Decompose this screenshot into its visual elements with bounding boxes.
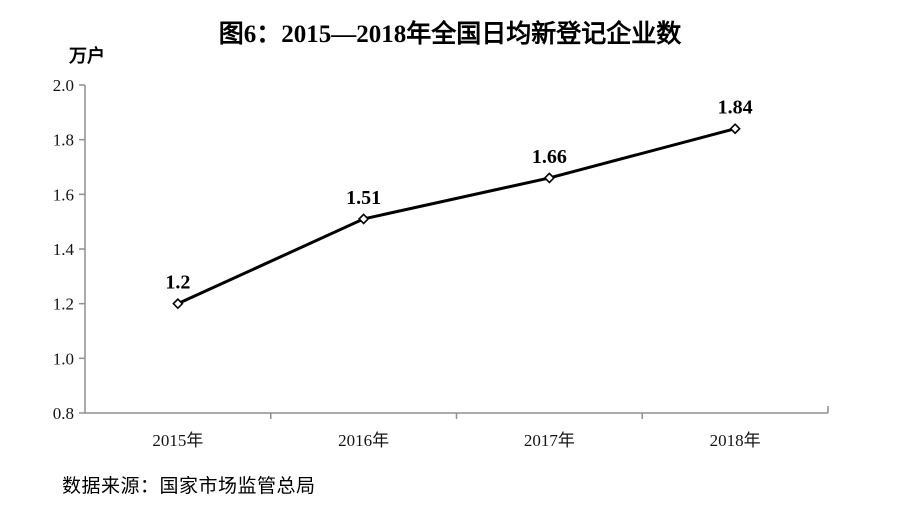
y-tick-label: 2.0 <box>53 76 74 95</box>
y-tick-label: 1.8 <box>53 131 74 150</box>
diamond-marker-icon <box>729 123 741 135</box>
data-point-label: 1.84 <box>718 97 753 119</box>
y-tick-label: 1.6 <box>53 185 74 204</box>
y-tick-label: 0.8 <box>53 404 74 423</box>
x-tick-label: 2015年 <box>152 431 203 450</box>
x-tick-label: 2018年 <box>710 431 761 450</box>
diamond-marker-icon <box>357 213 370 225</box>
line-series <box>177 127 736 306</box>
y-tick-label: 1.2 <box>53 295 74 314</box>
chart-title: 图6：2015—2018年全国日均新登记企业数 <box>218 21 682 48</box>
data-point-label: 1.2 <box>165 272 190 294</box>
y-axis-unit-label: 万户 <box>69 46 105 66</box>
data-source: 数据来源：国家市场监管总局 <box>62 476 316 497</box>
y-tick-label: 1.0 <box>53 349 74 368</box>
y-tick-label: 1.4 <box>53 240 75 259</box>
diamond-marker-icon <box>172 298 184 310</box>
data-point-label: 1.51 <box>346 187 381 209</box>
diamond-marker-icon <box>543 172 556 184</box>
data-point-label: 1.66 <box>532 146 567 168</box>
x-tick-label: 2017年 <box>524 431 575 450</box>
x-tick-label: 2016年 <box>338 431 389 450</box>
